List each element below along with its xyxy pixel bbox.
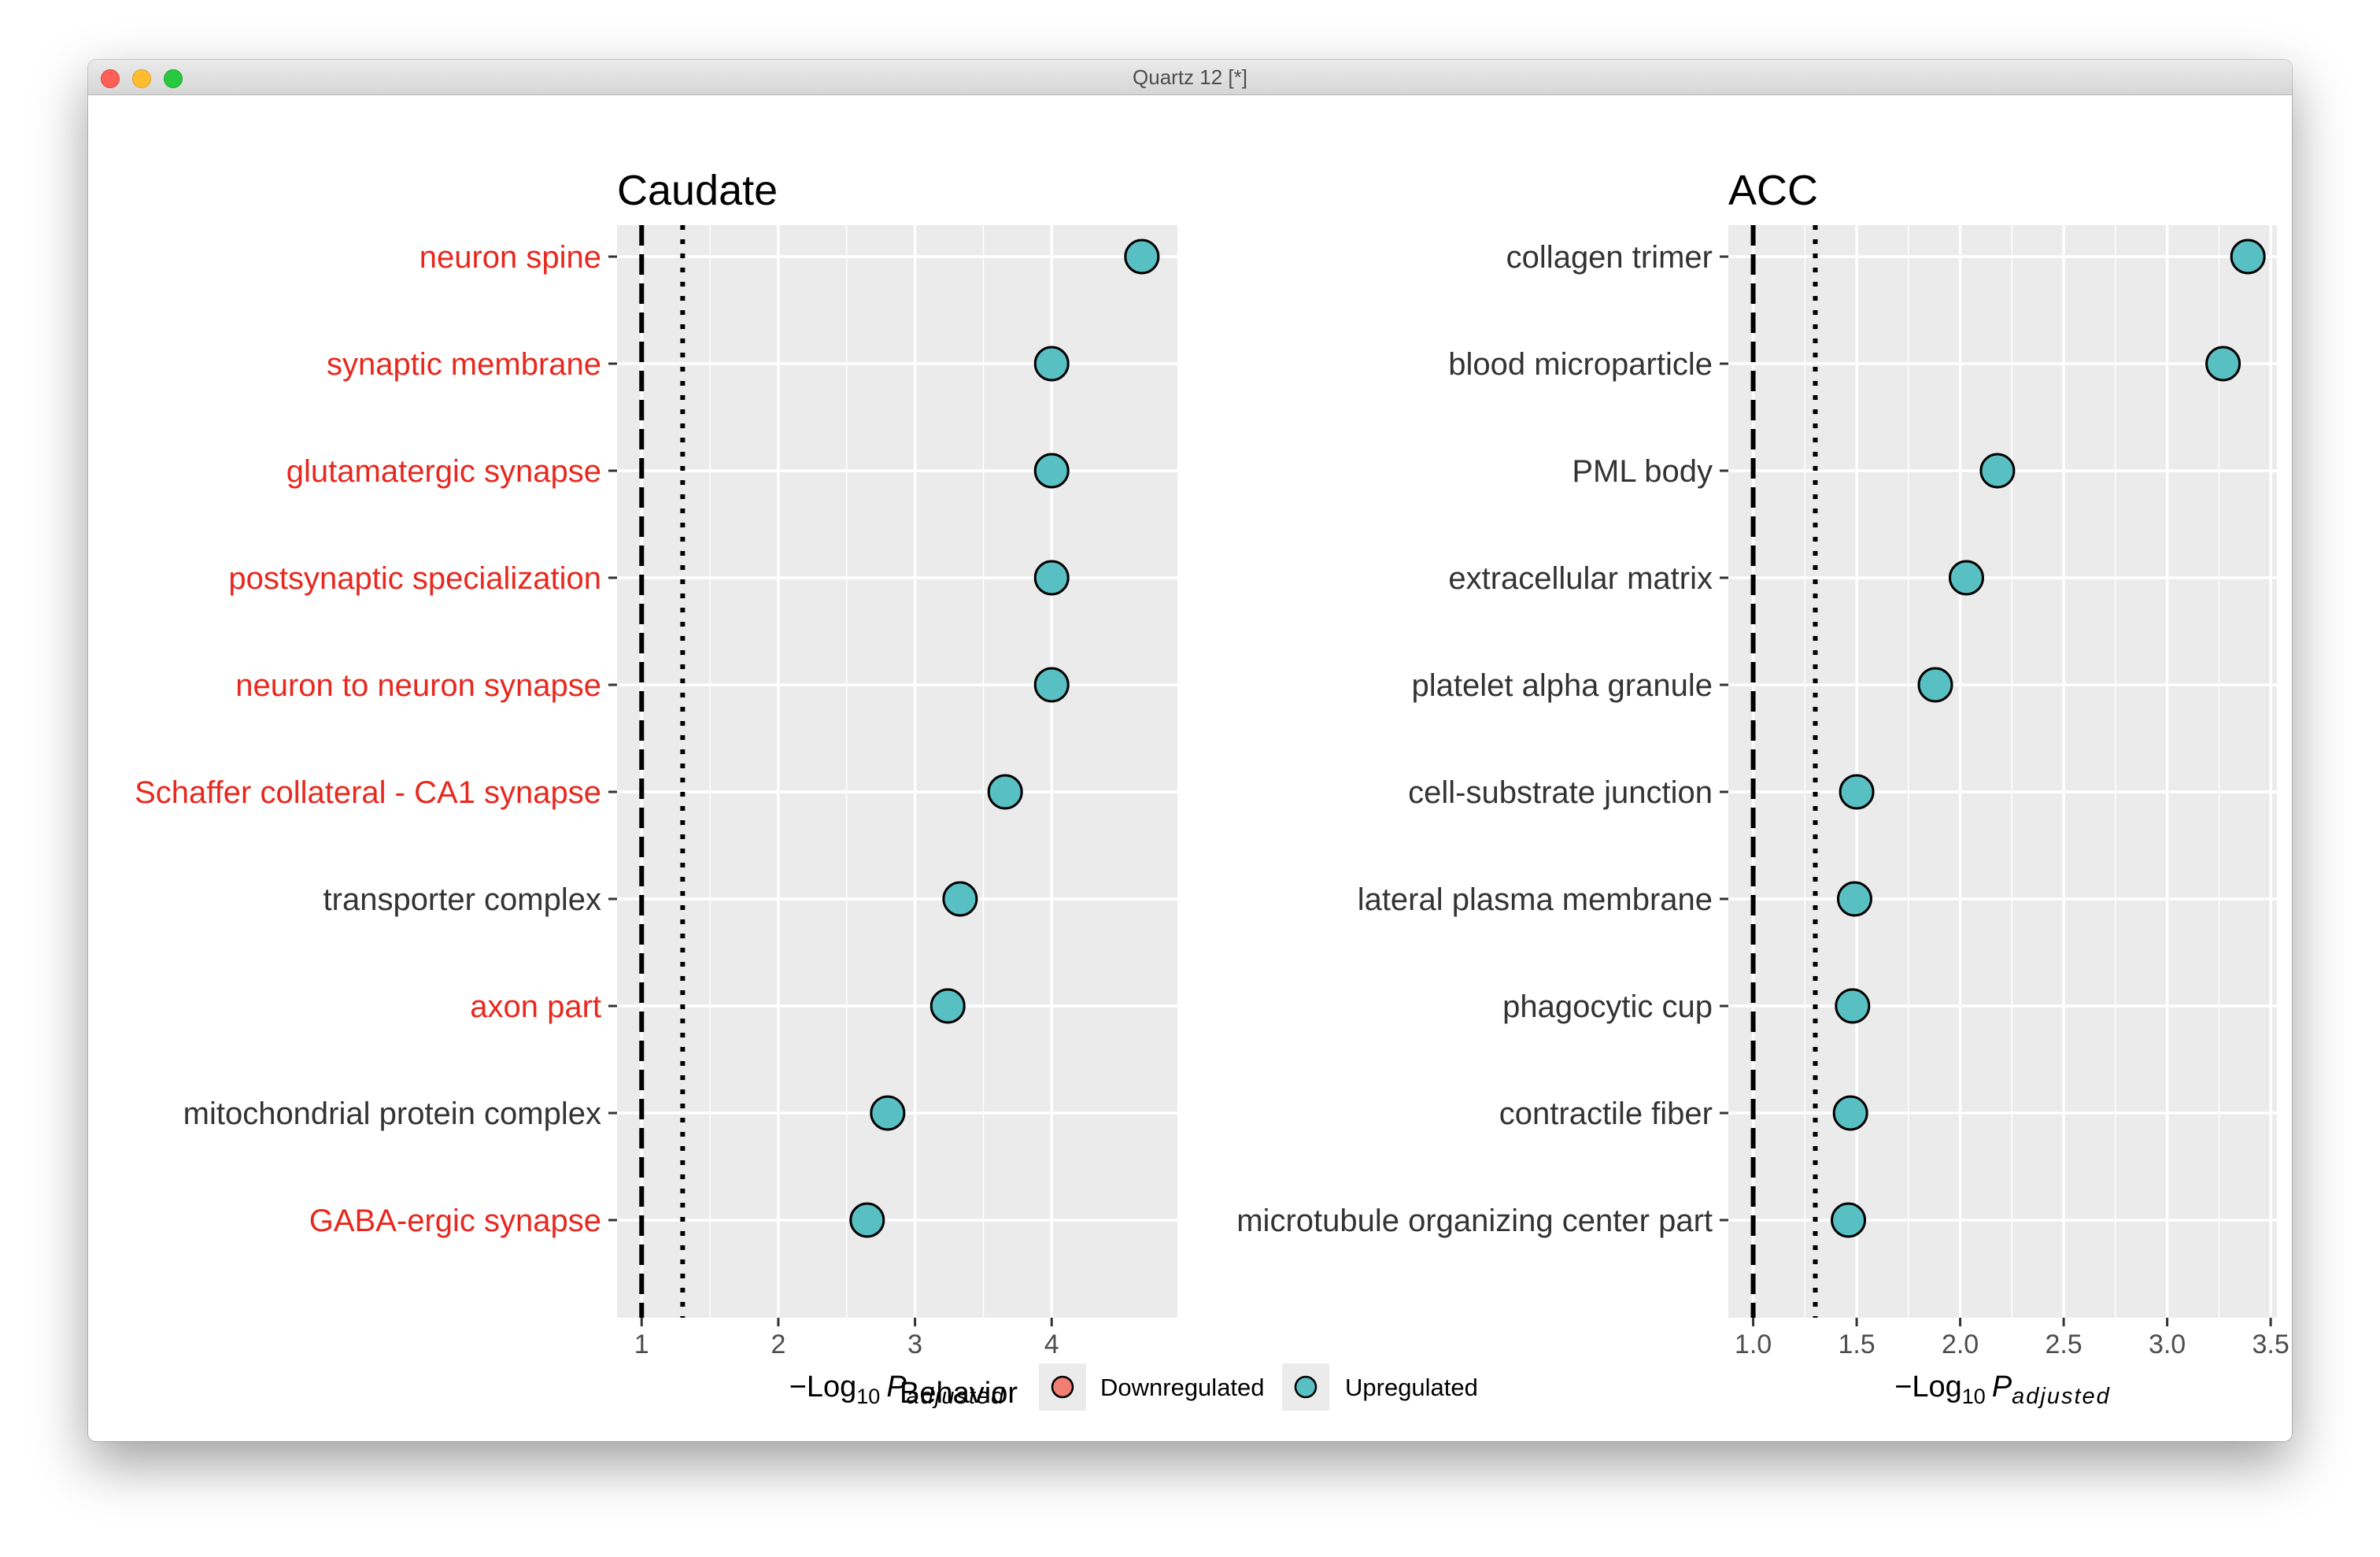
data-point — [987, 774, 1023, 810]
x-tick-label: 3 — [907, 1330, 922, 1359]
category-label: neuron spine — [419, 240, 601, 275]
x-tick-label: 1 — [634, 1330, 649, 1359]
data-point — [1839, 774, 1875, 810]
x-axis-title: −Log10 Padjusted — [789, 1370, 1006, 1409]
category-label: synaptic membrane — [327, 347, 601, 382]
data-point — [1033, 453, 1070, 489]
category-label: GABA-ergic synapse — [309, 1204, 601, 1238]
data-point — [1948, 560, 1984, 596]
legend-swatch — [1051, 1375, 1074, 1399]
panel-title: Caudate — [617, 167, 778, 214]
quartz-window: Quartz 12 [*] Caudate neuron spine synapti… — [88, 60, 2292, 1441]
category-label: microtubule organizing center part — [1236, 1204, 1713, 1238]
x-tick-label: 3.0 — [2149, 1330, 2186, 1359]
x-axis-title: −Log10 Padjusted — [1894, 1370, 2111, 1409]
legend-swatch — [1294, 1375, 1318, 1399]
data-point — [849, 1202, 885, 1238]
category-label: contractile fiber — [1499, 1097, 1713, 1131]
plot-canvas: Caudate neuron spine synaptic membrane glut… — [135, 167, 2289, 1411]
x-tick-label: 2.5 — [2045, 1330, 2082, 1359]
data-point — [1917, 667, 1953, 703]
data-point — [2230, 239, 2266, 275]
legend: Behavior Downregulated Upregulated — [900, 1363, 1478, 1411]
category-label: postsynaptic specialization — [228, 561, 601, 596]
x-tick-label: 2 — [771, 1330, 785, 1359]
x-tick-label: 3.5 — [2252, 1330, 2289, 1359]
title-bar[interactable]: Quartz 12 [*] — [88, 60, 2292, 95]
panel-background — [1728, 225, 2277, 1318]
category-label: extracellular matrix — [1448, 561, 1713, 596]
x-tick-label: 1.5 — [1838, 1330, 1875, 1359]
x-tick-label: 2.0 — [1942, 1330, 1979, 1359]
category-label: lateral plasma membrane — [1358, 882, 1713, 917]
category-label: platelet alpha granule — [1411, 668, 1713, 703]
data-point — [1124, 239, 1160, 275]
data-point — [929, 988, 966, 1024]
category-label: Schaffer collateral - CA1 synapse — [135, 775, 601, 810]
data-point — [1033, 346, 1070, 382]
data-point — [1835, 988, 1871, 1024]
category-label: collagen trimer — [1506, 240, 1713, 275]
data-point — [1033, 560, 1070, 596]
category-label: phagocytic cup — [1502, 989, 1713, 1024]
category-label: transporter complex — [323, 882, 601, 917]
x-tick-label: 4 — [1044, 1330, 1059, 1359]
legend-label: Downregulated — [1100, 1374, 1265, 1401]
panel-caudate: Caudate neuron spine synaptic membrane glut… — [135, 167, 1177, 1409]
data-point — [1831, 1202, 1867, 1238]
panel-title: ACC — [1728, 167, 1818, 214]
window-title: Quartz 12 [*] — [1133, 65, 1247, 89]
legend-title: Behavior — [900, 1377, 1018, 1410]
data-point — [1033, 667, 1070, 703]
category-label: cell-substrate junction — [1408, 775, 1713, 810]
category-label: mitochondrial protein complex — [183, 1097, 601, 1131]
data-point — [942, 881, 978, 917]
panel-acc: ACC collagen trimer blood microparticle PML… — [1236, 167, 2289, 1409]
category-label: glutamatergic synapse — [286, 454, 601, 489]
category-label: blood microparticle — [1448, 347, 1713, 382]
category-label: axon part — [470, 989, 601, 1024]
close-button[interactable] — [101, 69, 120, 88]
legend-label: Upregulated — [1345, 1374, 1478, 1401]
data-point — [1836, 881, 1872, 917]
zoom-button[interactable] — [164, 69, 183, 88]
category-label: PML body — [1572, 454, 1713, 489]
panel-background — [617, 225, 1177, 1318]
data-point — [2205, 346, 2241, 382]
minimize-button[interactable] — [132, 69, 151, 88]
category-label: neuron to neuron synapse — [235, 668, 601, 703]
data-point — [1832, 1095, 1868, 1131]
x-tick-label: 1.0 — [1735, 1330, 1772, 1359]
data-point — [870, 1095, 906, 1131]
data-point — [1979, 453, 2016, 489]
